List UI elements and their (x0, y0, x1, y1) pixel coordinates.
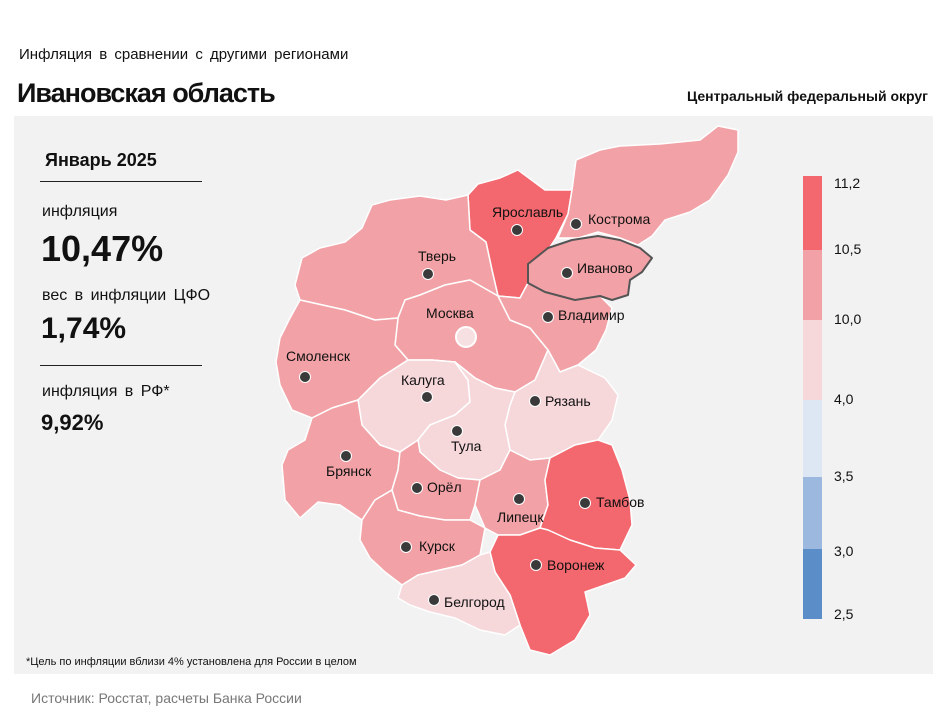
city-label: Брянск (326, 463, 372, 479)
divider-top (40, 181, 202, 182)
rf-inflation-value: 9,92% (41, 410, 104, 435)
city-label: Курск (419, 538, 456, 554)
city-label: Тверь (418, 248, 456, 264)
legend-bin-above-10-5 (803, 176, 822, 250)
legend-tick-10-5: 10,5 (834, 241, 861, 257)
city-marker (421, 391, 433, 403)
city-marker (422, 268, 434, 280)
period-label: Январь 2025 (45, 150, 157, 170)
legend-tick-3-5: 3,5 (834, 468, 854, 484)
city-layer: Ярославль Кострома Иваново Тверь Москва Влади… (286, 204, 651, 610)
region-title: Ивановская область (17, 78, 276, 108)
city-label: Тула (451, 438, 482, 454)
city-label: Рязань (545, 393, 591, 409)
district-title: Центральный федеральный округ (686, 88, 928, 104)
city-label: Липецк (497, 509, 544, 525)
divider-bottom (40, 365, 202, 366)
city-marker (400, 541, 412, 553)
city-marker (561, 267, 573, 279)
city-label: Воронеж (547, 557, 605, 573)
city-label: Владимир (558, 307, 625, 323)
city-marker (411, 482, 423, 494)
city-marker (542, 311, 554, 323)
city-marker (570, 218, 582, 230)
rf-inflation-label: инфляция в РФ* (42, 383, 170, 400)
footnote: *Цель по инфляции вблизи 4% установлена … (26, 656, 357, 668)
legend-bin-3-0-3-5 (803, 477, 822, 549)
city-marker (513, 493, 525, 505)
city-label: Ярославль (492, 204, 563, 220)
legend-bin-10-0-10-5 (803, 250, 822, 320)
city-marker (530, 559, 542, 571)
legend-bin-2-5-3-0 (803, 549, 822, 619)
city-marker (340, 450, 352, 462)
region-belgorod (397, 551, 521, 636)
city-label: Москва (426, 305, 474, 321)
region-ivanovo-highlight (527, 235, 653, 301)
legend-tick-3-0: 3,0 (834, 543, 854, 559)
city-label: Иваново (577, 260, 633, 276)
city-label: Кострома (588, 211, 651, 227)
city-label: Смоленск (286, 348, 351, 364)
region-kostroma (557, 125, 739, 246)
inflation-label: инфляция (42, 203, 118, 220)
legend-bin-3-5-4-0 (803, 400, 822, 477)
city-marker (299, 371, 311, 383)
city-marker (579, 497, 591, 509)
weight-label: вес в инфляции ЦФО (42, 287, 211, 304)
city-marker (529, 395, 541, 407)
city-label: Тамбов (596, 494, 644, 510)
city-marker (451, 425, 463, 437)
legend-tick-10-0: 10,0 (834, 311, 861, 327)
moscow-marker (455, 326, 477, 348)
city-label: Орёл (427, 479, 462, 495)
city-label: Калуга (401, 372, 445, 388)
city-label: Белгород (444, 594, 505, 610)
inflation-value: 10,47% (41, 228, 164, 269)
legend-tick-2-5: 2,5 (834, 606, 854, 622)
color-legend: 11,2 10,5 10,0 4,0 3,5 3,0 2,5 (803, 175, 861, 622)
city-marker (428, 594, 440, 606)
legend-tick-4-0: 4,0 (834, 391, 854, 407)
chart-subtitle: Инфляция в сравнении с другими регионами (19, 46, 349, 63)
source-note: Источник: Росстат, расчеты Банка России (31, 690, 302, 706)
legend-bin-4-0-10-0 (803, 320, 822, 400)
city-marker (511, 224, 523, 236)
legend-tick-11-2: 11,2 (834, 175, 860, 191)
weight-value: 1,74% (41, 312, 127, 345)
